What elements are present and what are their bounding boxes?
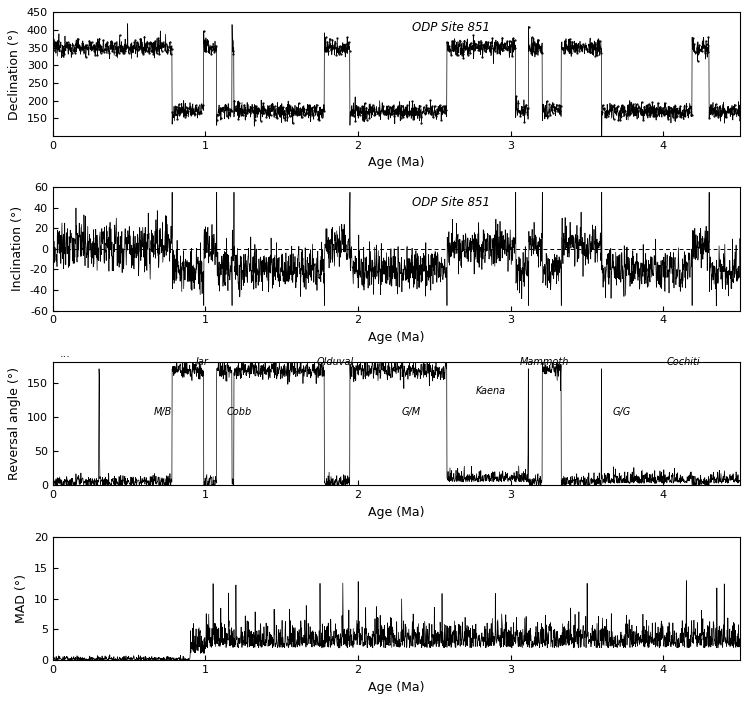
Text: ...: ... (60, 350, 70, 359)
Y-axis label: Declination (°): Declination (°) (8, 29, 22, 119)
Text: Olduval: Olduval (316, 357, 354, 367)
Text: ODP Site 851: ODP Site 851 (412, 21, 490, 34)
Text: Jar: Jar (196, 357, 209, 367)
Text: Cobb: Cobb (227, 407, 251, 417)
X-axis label: Age (Ma): Age (Ma) (368, 506, 425, 519)
Text: Mammoth: Mammoth (520, 357, 569, 367)
Text: ODP Site 851: ODP Site 851 (412, 196, 490, 208)
Y-axis label: Reversal angle (°): Reversal angle (°) (8, 367, 22, 480)
X-axis label: Age (Ma): Age (Ma) (368, 157, 425, 169)
Y-axis label: MAD (°): MAD (°) (15, 574, 28, 623)
Text: Kaena: Kaena (476, 386, 506, 396)
Y-axis label: Inclination (°): Inclination (°) (11, 206, 25, 291)
X-axis label: Age (Ma): Age (Ma) (368, 681, 425, 694)
Text: M/B: M/B (153, 407, 172, 417)
Text: G/M: G/M (402, 407, 421, 417)
Text: G/G: G/G (613, 407, 631, 417)
X-axis label: Age (Ma): Age (Ma) (368, 331, 425, 344)
Text: Cochiti: Cochiti (666, 357, 700, 367)
